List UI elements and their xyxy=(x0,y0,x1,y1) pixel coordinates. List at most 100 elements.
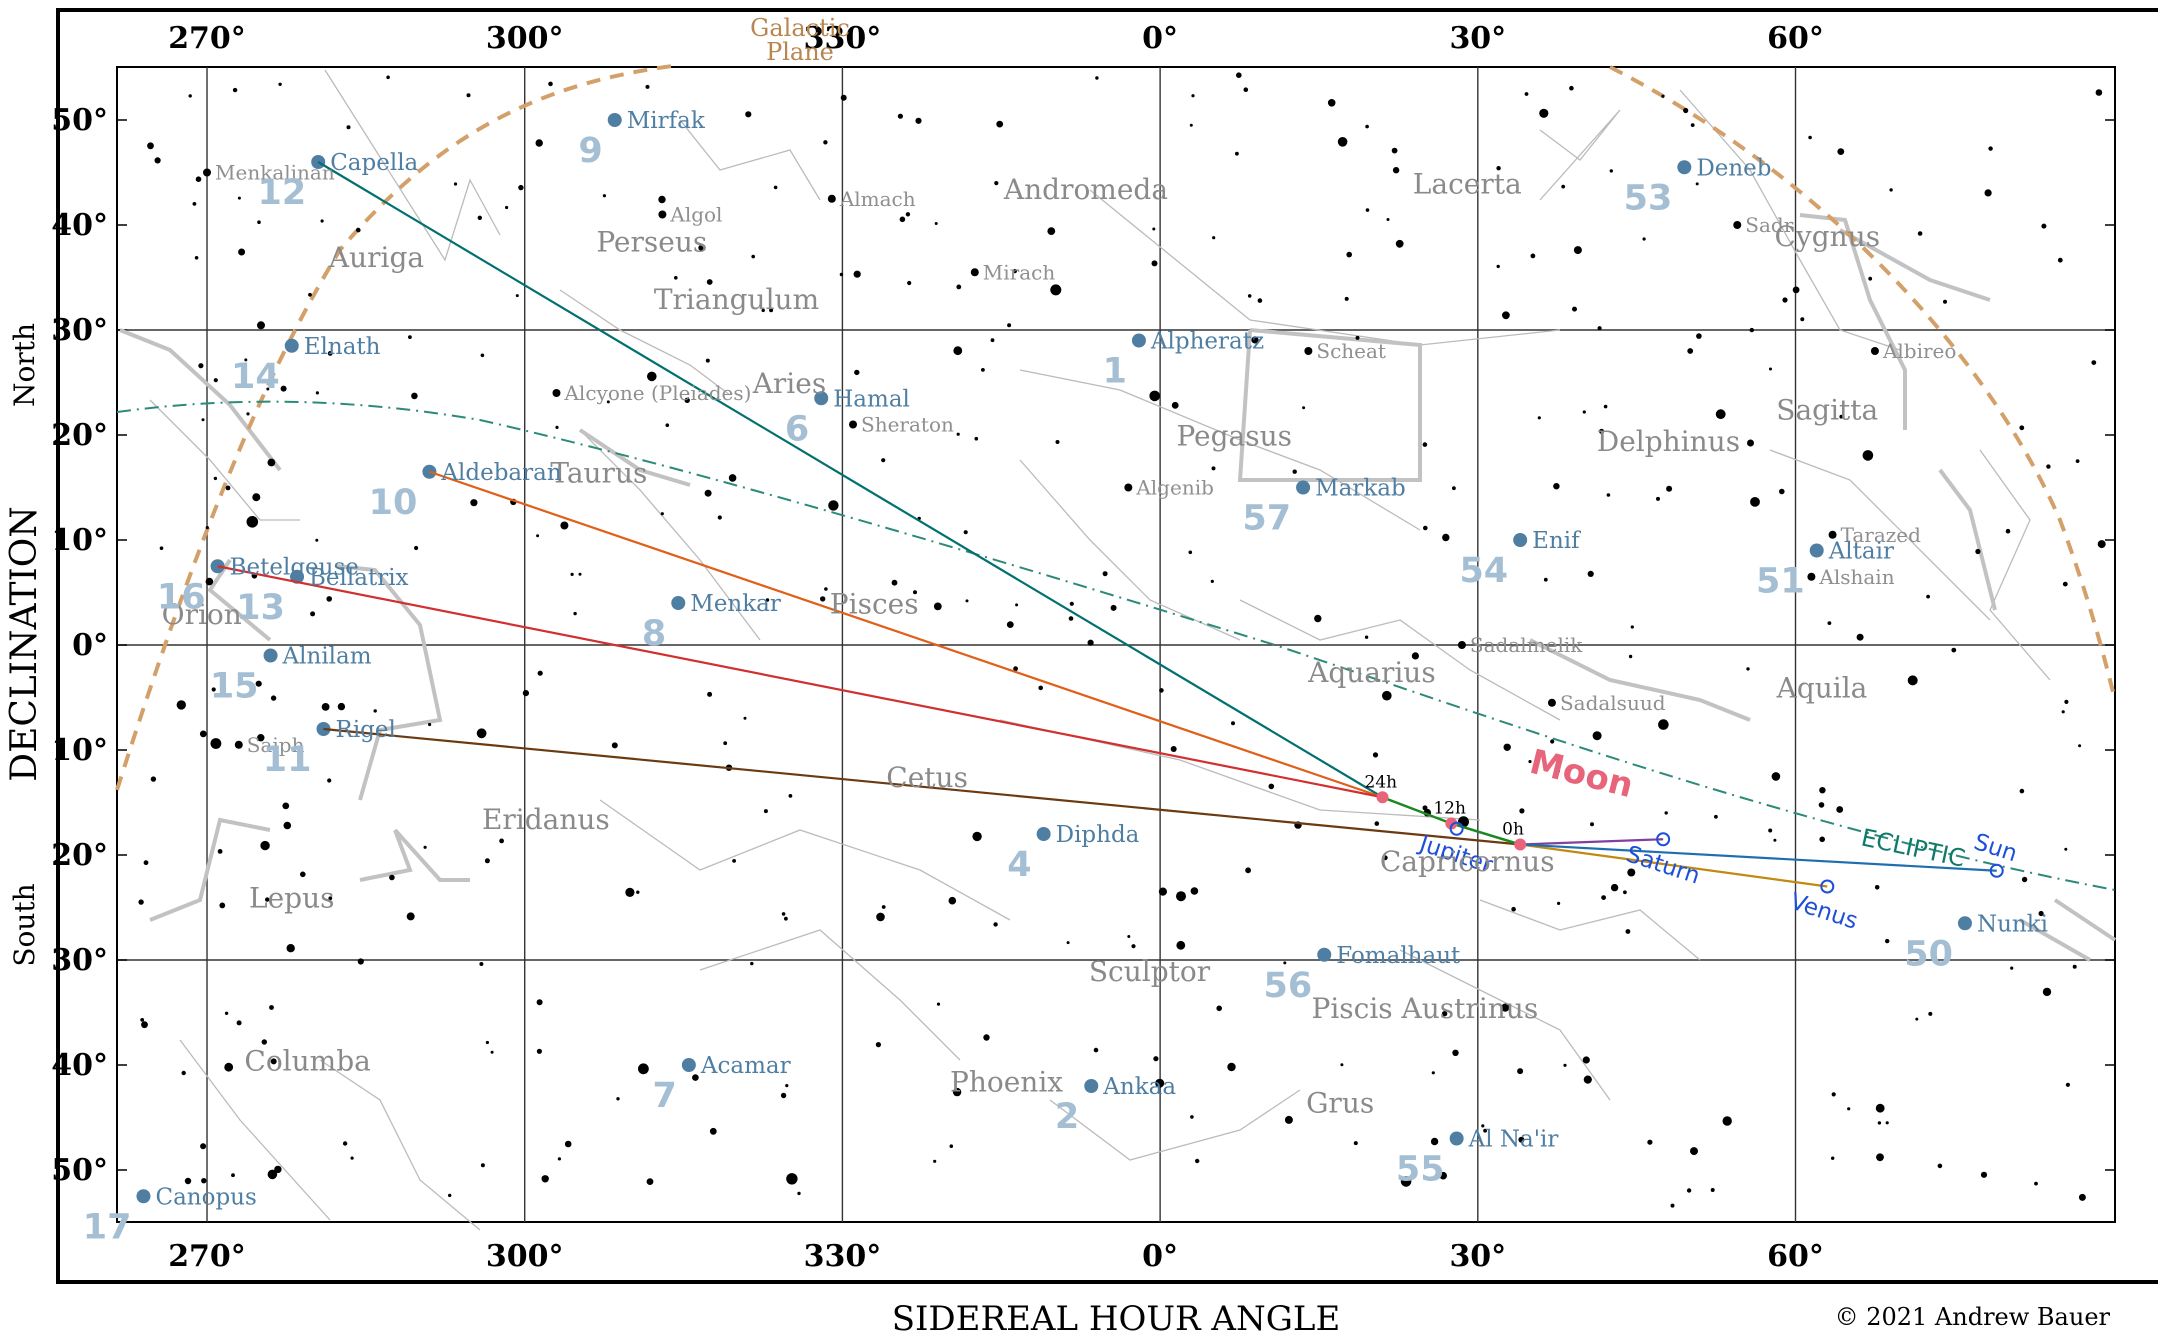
star xyxy=(1400,1176,1412,1187)
star xyxy=(213,378,218,383)
star xyxy=(194,255,199,260)
star xyxy=(147,142,154,150)
star xyxy=(915,117,922,124)
outer-frame xyxy=(56,8,2158,1284)
star xyxy=(1556,769,1561,773)
constellation-name: Triangulum xyxy=(654,283,819,316)
constellation-line-bold xyxy=(149,817,271,922)
star xyxy=(389,874,395,881)
star xyxy=(2046,464,2051,469)
star xyxy=(936,1002,941,1006)
star xyxy=(1152,227,1156,231)
star xyxy=(1395,239,1404,248)
star xyxy=(1176,891,1186,902)
star xyxy=(953,346,963,356)
star xyxy=(1374,821,1380,826)
star xyxy=(1015,603,1019,607)
star xyxy=(211,687,216,692)
star xyxy=(1889,188,1893,192)
star xyxy=(707,691,713,697)
named-star-dot xyxy=(1733,221,1742,229)
nav-star-diphda xyxy=(1036,827,1051,841)
star xyxy=(1530,253,1536,259)
star xyxy=(1573,246,1582,255)
constellation-name: Delphinus xyxy=(1597,425,1740,458)
named-star-dot xyxy=(1124,483,1133,492)
nav-star-enif xyxy=(1513,533,1528,547)
star xyxy=(1372,752,1379,758)
star xyxy=(692,1074,699,1081)
star xyxy=(606,400,610,404)
nav-star-acamar xyxy=(681,1058,696,1072)
star xyxy=(765,598,770,602)
star xyxy=(1563,1063,1567,1067)
star xyxy=(1642,237,1646,241)
star xyxy=(140,1018,145,1022)
y-tick-label: 30° xyxy=(51,313,108,348)
star xyxy=(1670,1203,1675,1208)
star xyxy=(518,184,524,191)
star xyxy=(1569,85,1574,91)
nav-star-hamal xyxy=(814,391,829,406)
star xyxy=(411,392,418,400)
star xyxy=(2075,459,2080,463)
named-star-label: Mirach xyxy=(983,260,1056,284)
constellation-line-bold xyxy=(393,828,470,882)
star xyxy=(1943,299,1947,304)
star xyxy=(466,93,471,98)
star xyxy=(1216,1005,1222,1012)
star xyxy=(2019,788,2025,794)
star xyxy=(1340,1063,1344,1067)
star xyxy=(965,599,969,603)
nav-star-name: Ankaa xyxy=(1102,1074,1176,1100)
star xyxy=(2097,540,2106,549)
nav-star-number: 2 xyxy=(1055,1097,1079,1137)
star xyxy=(1190,887,1199,895)
star xyxy=(645,84,650,89)
constellation-line-bold xyxy=(2019,918,2091,962)
star xyxy=(1683,107,1689,114)
nav-star-number: 50 xyxy=(1904,934,1953,974)
star xyxy=(138,899,144,905)
planet-marker-venus xyxy=(1820,879,1835,894)
star xyxy=(1068,616,1074,621)
star xyxy=(823,140,828,145)
star xyxy=(1609,169,1614,173)
moon-hour-label: 0h xyxy=(1502,820,1524,840)
star xyxy=(192,202,197,206)
star xyxy=(1502,311,1510,320)
star xyxy=(1355,335,1360,340)
constellation-name: Piscis Austrinus xyxy=(1311,992,1538,1025)
north-label: North xyxy=(8,323,41,407)
star xyxy=(2078,744,2082,748)
constellation-line xyxy=(579,429,761,641)
star xyxy=(1245,867,1251,874)
star xyxy=(981,368,985,372)
star xyxy=(1257,298,1263,303)
star xyxy=(996,120,1004,128)
constellation-name: Grus xyxy=(1306,1086,1374,1119)
star xyxy=(428,722,432,727)
nav-star-elnath xyxy=(284,338,299,353)
nav-star-number: 13 xyxy=(236,588,285,628)
star xyxy=(1422,442,1428,447)
star xyxy=(283,821,292,830)
star xyxy=(141,1021,148,1029)
star xyxy=(310,611,316,617)
star xyxy=(219,902,226,909)
star xyxy=(1623,890,1627,895)
constellation-line-bold xyxy=(578,428,691,487)
nav-star-number: 54 xyxy=(1459,551,1508,591)
star xyxy=(548,81,553,87)
moon-line-venus xyxy=(1520,843,1828,888)
star xyxy=(751,254,755,259)
star xyxy=(1818,802,1825,808)
star xyxy=(470,499,478,507)
constellation-line xyxy=(1019,459,1241,641)
star xyxy=(246,516,259,528)
star xyxy=(876,912,885,922)
star xyxy=(1496,166,1501,171)
star xyxy=(1191,94,1195,98)
star xyxy=(1876,1153,1884,1162)
